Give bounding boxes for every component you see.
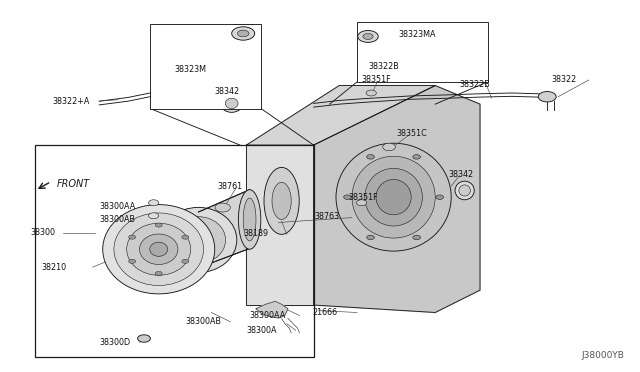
Circle shape [148,213,159,219]
Ellipse shape [365,168,422,226]
Circle shape [358,31,378,42]
Circle shape [383,143,396,151]
Ellipse shape [352,156,435,238]
Circle shape [182,259,189,263]
Circle shape [538,92,556,102]
Text: FRONT: FRONT [56,179,90,189]
Circle shape [148,200,159,206]
Ellipse shape [225,98,238,109]
Ellipse shape [220,94,243,112]
Circle shape [155,272,163,276]
Ellipse shape [376,180,412,215]
Circle shape [413,155,420,159]
Circle shape [363,33,373,39]
Text: 38763: 38763 [315,212,340,221]
Ellipse shape [172,217,226,263]
Polygon shape [246,145,314,305]
Circle shape [237,30,249,37]
Polygon shape [198,190,250,268]
Circle shape [367,235,374,240]
Circle shape [129,235,136,239]
Text: 38300AA: 38300AA [99,202,136,211]
Text: 38342: 38342 [214,87,239,96]
Circle shape [344,195,351,199]
Circle shape [436,195,444,199]
Ellipse shape [114,213,204,286]
Text: 38300D: 38300D [99,339,131,347]
Circle shape [413,235,420,240]
Ellipse shape [150,242,168,256]
Circle shape [367,155,374,159]
Circle shape [182,235,189,239]
Text: 38323M: 38323M [174,65,206,74]
Ellipse shape [102,205,215,294]
Ellipse shape [127,223,191,275]
Circle shape [155,223,163,227]
Text: 38351F: 38351F [349,193,378,202]
Ellipse shape [272,182,291,219]
Text: 38300AB: 38300AB [186,317,221,326]
Circle shape [138,335,150,342]
Ellipse shape [239,190,261,249]
Ellipse shape [336,143,451,251]
Text: 21666: 21666 [312,308,337,317]
Bar [150,24,261,109]
Text: J38000YB: J38000YB [581,351,624,360]
Circle shape [232,27,255,40]
Text: 38761: 38761 [218,182,243,190]
Polygon shape [256,301,288,318]
Ellipse shape [140,234,178,264]
Text: 38210: 38210 [42,263,67,272]
Circle shape [215,203,230,212]
Circle shape [366,90,376,96]
Ellipse shape [264,167,300,234]
Text: 38322B: 38322B [460,80,490,89]
Text: 38300AB: 38300AB [99,215,135,224]
Text: 38323MA: 38323MA [398,30,436,39]
Text: 38322: 38322 [552,76,577,84]
Bar [357,22,488,82]
Text: 38351F: 38351F [362,76,391,84]
Polygon shape [246,86,435,145]
Ellipse shape [455,181,474,200]
Text: 38322B: 38322B [368,62,399,71]
Ellipse shape [186,229,211,251]
Text: 38322+A: 38322+A [52,97,90,106]
Bar [35,145,314,357]
Ellipse shape [243,198,256,241]
Polygon shape [314,86,480,312]
Text: 38342: 38342 [448,170,473,179]
Text: 38300A: 38300A [246,326,277,335]
Circle shape [356,200,367,206]
Text: 38300AA: 38300AA [250,311,286,320]
Circle shape [129,259,136,263]
Text: 38300: 38300 [31,228,56,237]
Polygon shape [314,86,480,312]
Text: 38189: 38189 [243,229,268,238]
Ellipse shape [160,208,237,272]
Ellipse shape [459,185,470,196]
Text: 38351C: 38351C [397,129,428,138]
